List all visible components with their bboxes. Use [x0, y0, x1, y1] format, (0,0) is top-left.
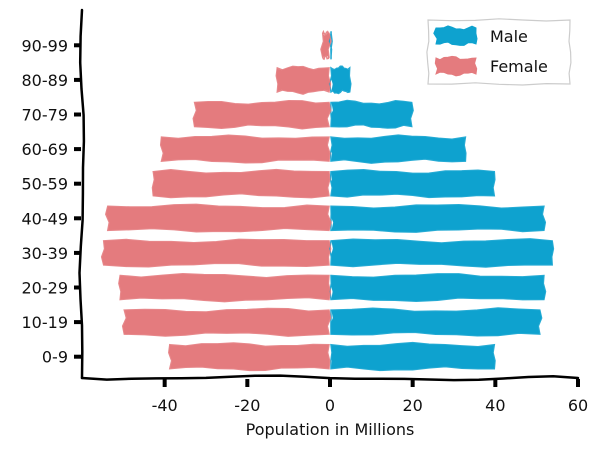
y-tick-label: 40-49 [22, 209, 69, 228]
y-tick-label: 60-69 [22, 140, 69, 159]
bar-edge-male-90-99 [328, 31, 333, 60]
x-axis-line [80, 374, 580, 382]
bar-edge-male-70-79 [329, 99, 414, 129]
bar-female-60-69 [158, 132, 333, 165]
x-axis-label: Population in Millions [246, 420, 415, 439]
bar-edge-male-20-29 [329, 273, 547, 303]
bar-edge-female-50-59 [151, 168, 331, 199]
y-tick-label: 30-39 [22, 244, 69, 263]
bar-edge-female-10-19 [121, 307, 332, 337]
y-tick-label: 10-19 [22, 313, 69, 332]
x-tick-label: -40 [152, 396, 178, 415]
bar-male-60-69 [328, 132, 469, 166]
bar-female-10-19 [120, 306, 333, 339]
axes-layer [78, 8, 580, 382]
x-tick-label: 60 [568, 396, 588, 415]
bar-edge-female-0-9 [168, 342, 331, 372]
bar-edge-male-50-59 [329, 169, 496, 199]
bar-edge-male-0-9 [330, 341, 496, 372]
y-tick-label: 50-59 [22, 175, 69, 194]
bar-male-80-89 [327, 63, 354, 96]
bar-female-70-79 [191, 98, 333, 131]
bar-edge-male-80-89 [328, 65, 352, 95]
y-axis-line [78, 8, 86, 380]
bar-female-30-39 [99, 237, 333, 270]
bar-female-80-89 [274, 64, 333, 97]
bar-edge-male-60-69 [329, 134, 467, 164]
x-tick-label: 20 [402, 396, 422, 415]
bar-male-0-9 [328, 340, 498, 373]
y-tick-label: 20-29 [22, 279, 69, 298]
bar-male-10-19 [328, 305, 544, 339]
bar-edge-female-60-69 [159, 134, 331, 164]
bar-female-40-49 [103, 202, 334, 235]
y-tick-label: 90-99 [22, 36, 69, 55]
bar-male-30-39 [327, 236, 556, 270]
bar-female-20-29 [116, 271, 333, 304]
x-tick-label: 0 [325, 396, 335, 415]
legend-label-male: Male [490, 27, 528, 46]
bar-female-0-9 [166, 340, 332, 373]
bar-edge-female-40-49 [105, 203, 332, 233]
x-tick-label: -20 [234, 396, 260, 415]
bar-edge-female-70-79 [192, 100, 332, 130]
bar-edge-male-30-39 [329, 238, 555, 268]
legend: Male Female [426, 18, 572, 86]
x-tick-label: 40 [485, 396, 505, 415]
bar-male-20-29 [327, 271, 548, 304]
y-tick-label: 0-9 [42, 348, 68, 367]
bars-layer [99, 28, 556, 373]
bar-edge-male-40-49 [330, 204, 547, 233]
bar-male-70-79 [328, 98, 416, 131]
bar-female-50-59 [150, 167, 332, 200]
legend-swatch-male [433, 25, 478, 46]
bar-male-40-49 [328, 202, 548, 235]
bar-edge-female-90-99 [320, 29, 332, 61]
y-tick-label: 80-89 [22, 71, 69, 90]
legend-swatch-female [434, 55, 478, 77]
bar-edge-female-20-29 [118, 272, 332, 303]
y-tick-label: 70-79 [22, 106, 69, 125]
bar-edge-female-80-89 [275, 65, 332, 95]
bar-edge-female-30-39 [100, 238, 332, 268]
legend-label-female: Female [490, 57, 548, 76]
bar-edge-male-10-19 [330, 307, 543, 337]
bar-male-50-59 [328, 167, 498, 200]
ticks-layer: 0-9 10-19 20-29 30-39 40-49 50-59 60-69 70-79 80… [22, 36, 589, 415]
